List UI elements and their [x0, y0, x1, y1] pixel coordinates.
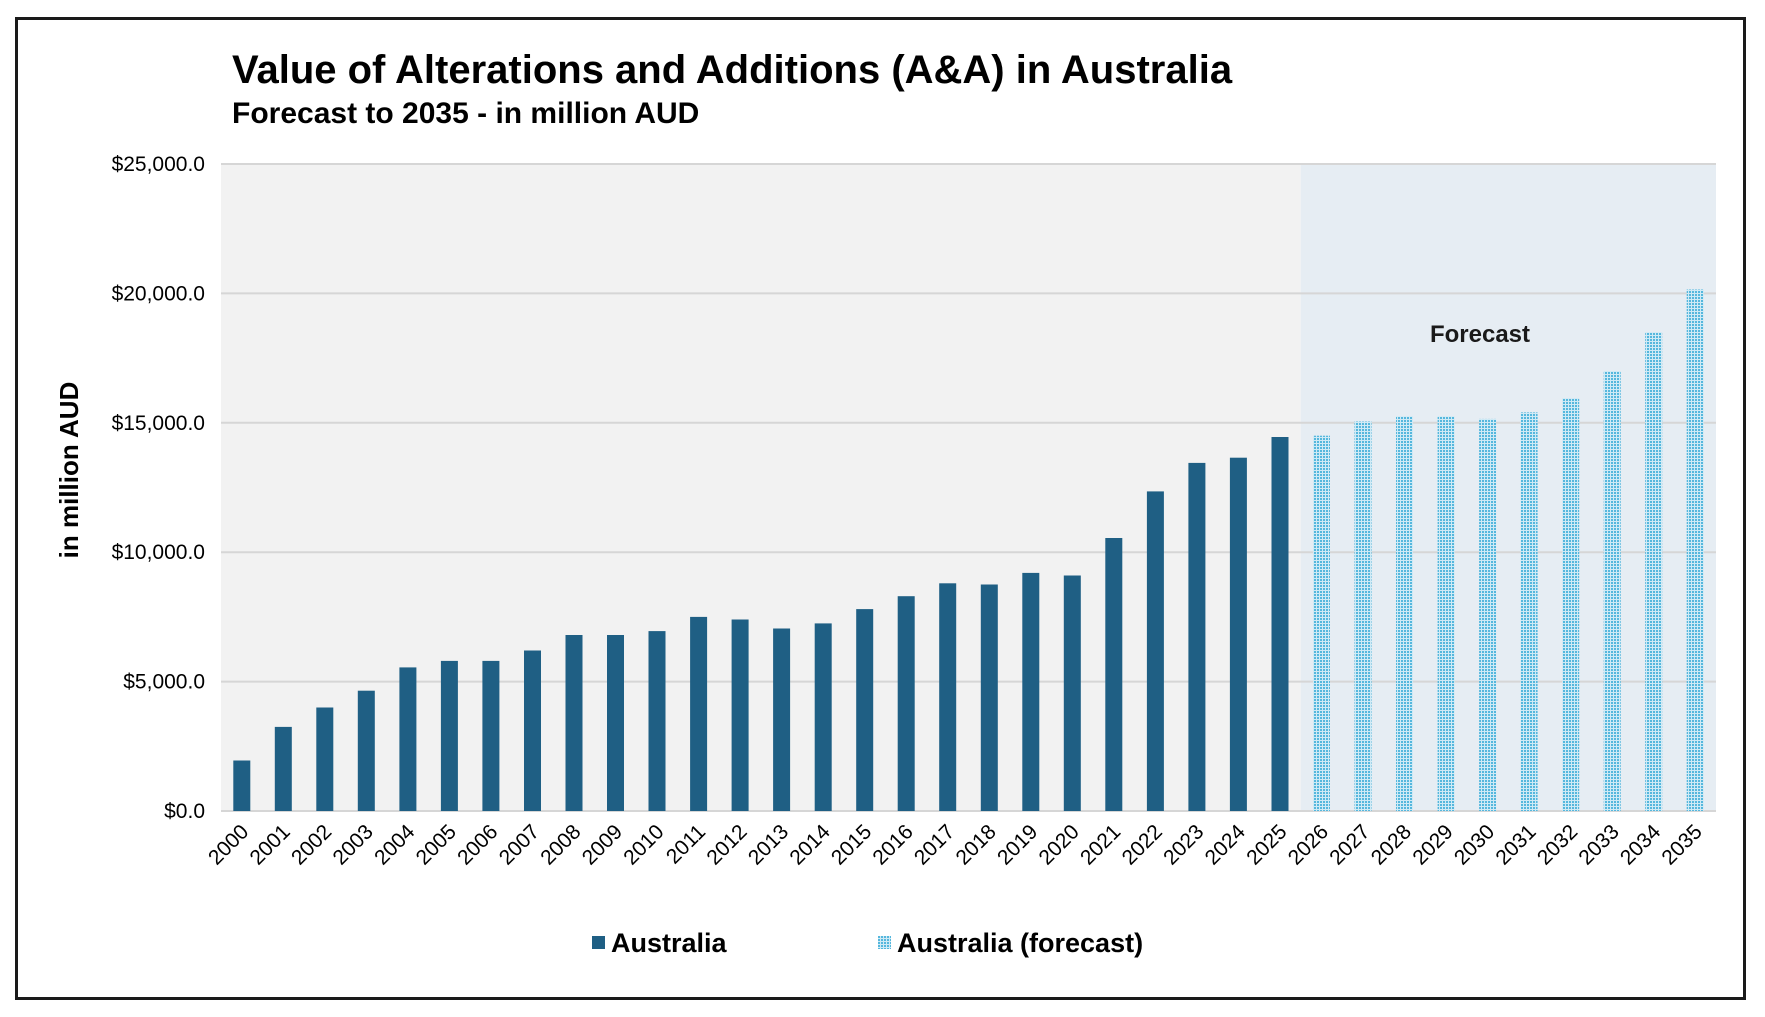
bar-australia	[1063, 575, 1081, 811]
bar-australia	[773, 628, 791, 811]
bar-australia-forecast	[1562, 398, 1580, 811]
bar-australia-forecast	[1479, 418, 1497, 811]
bar-australia	[939, 583, 957, 811]
x-tick-label: 2011	[662, 820, 710, 868]
x-tick-label: 2023	[1159, 820, 1208, 869]
x-tick-label: 2013	[744, 820, 793, 869]
x-tick-label: 2008	[536, 820, 585, 869]
bar-australia-forecast	[1645, 332, 1663, 811]
bar-australia	[1229, 457, 1247, 811]
y-tick-label: $5,000.0	[123, 671, 205, 694]
bar-australia-forecast	[1686, 289, 1704, 811]
bar-australia-forecast	[1437, 416, 1455, 811]
bar-australia	[1271, 437, 1289, 811]
bar-australia-forecast	[1313, 435, 1330, 811]
x-tick-label: 2033	[1574, 820, 1623, 869]
bar-australia	[648, 631, 666, 811]
legend-item-australia: Australia	[592, 928, 727, 959]
x-tick-label: 2000	[204, 820, 253, 869]
x-tick-label: 2005	[412, 820, 461, 869]
legend-label-australia: Australia	[611, 928, 727, 958]
bar-australia-forecast	[1354, 421, 1372, 811]
bar-australia	[1022, 572, 1040, 811]
bar-australia	[524, 650, 541, 811]
x-tick-label: 2025	[1242, 820, 1291, 869]
x-tick-label: 2012	[702, 820, 751, 869]
x-tick-label: 2017	[910, 820, 959, 869]
bar-australia	[274, 726, 292, 811]
bar-australia	[1146, 491, 1164, 811]
bar-australia	[980, 584, 998, 811]
x-tick-label: 2035	[1657, 820, 1706, 869]
bar-australia	[731, 619, 749, 811]
x-tick-label: 2027	[1325, 820, 1374, 869]
chart-title: Value of Alterations and Additions (A&A)…	[232, 48, 1233, 92]
x-tick-label: 2022	[1118, 820, 1167, 869]
bar-australia-forecast	[1396, 416, 1413, 811]
legend-item-australia-forecast: Australia (forecast)	[878, 928, 1143, 959]
x-tick-label: 2014	[785, 820, 835, 870]
x-tick-label: 2032	[1533, 820, 1582, 869]
x-tick-label: 2003	[329, 820, 378, 869]
x-tick-label: 2002	[287, 820, 336, 869]
x-tick-label: 2009	[578, 820, 627, 869]
x-tick-label: 2020	[1035, 820, 1084, 869]
bar-australia	[856, 609, 874, 811]
x-tick-label: 2016	[868, 820, 917, 869]
bar-australia	[399, 667, 417, 811]
x-tick-label: 2018	[952, 820, 1001, 869]
plot-area-background	[221, 164, 1301, 811]
bar-australia	[357, 690, 375, 811]
bar-australia	[565, 635, 583, 811]
x-tick-label: 2028	[1367, 820, 1416, 869]
bar-australia	[897, 596, 915, 811]
x-tick-label: 2029	[1408, 820, 1457, 869]
bar-australia	[233, 760, 251, 811]
bar-australia	[1105, 538, 1123, 811]
legend-swatch-forecast	[878, 936, 891, 950]
x-tick-label: 2034	[1616, 820, 1666, 870]
x-tick-label: 2026	[1284, 820, 1333, 869]
bar-australia	[607, 635, 624, 811]
legend-label-australia-forecast: Australia (forecast)	[897, 928, 1144, 958]
y-tick-label: $20,000.0	[112, 282, 205, 305]
x-tick-label: 2021	[1076, 820, 1125, 869]
bar-australia	[814, 623, 832, 811]
bar-australia	[440, 660, 458, 811]
y-tick-label: $25,000.0	[112, 153, 205, 176]
y-tick-label: $0.0	[164, 800, 205, 823]
x-tick-label: 2015	[827, 820, 876, 869]
bar-australia	[690, 616, 708, 811]
x-tick-label: 2031	[1491, 820, 1540, 869]
x-tick-label: 2030	[1450, 820, 1499, 869]
x-tick-label: 2004	[370, 820, 420, 870]
y-tick-label: $10,000.0	[112, 541, 205, 564]
x-tick-label: 2024	[1201, 820, 1251, 870]
x-tick-label: 2001	[246, 820, 295, 869]
chart-subtitle: Forecast to 2035 - in million AUD	[232, 97, 700, 130]
bar-australia	[482, 660, 500, 811]
bar-australia	[316, 707, 334, 811]
y-tick-label: $15,000.0	[112, 412, 205, 435]
bar-australia-forecast	[1603, 371, 1621, 811]
x-tick-label: 2006	[453, 820, 502, 869]
x-tick-label: 2007	[495, 820, 544, 869]
y-axis-label: in million AUD	[54, 382, 84, 559]
bar-australia-forecast	[1520, 412, 1538, 811]
x-tick-label: 2010	[619, 820, 668, 869]
x-tick-label: 2019	[993, 820, 1042, 869]
bar-australia	[1188, 462, 1206, 811]
forecast-annotation: Forecast	[1430, 321, 1530, 348]
legend-swatch-actual	[592, 936, 605, 950]
